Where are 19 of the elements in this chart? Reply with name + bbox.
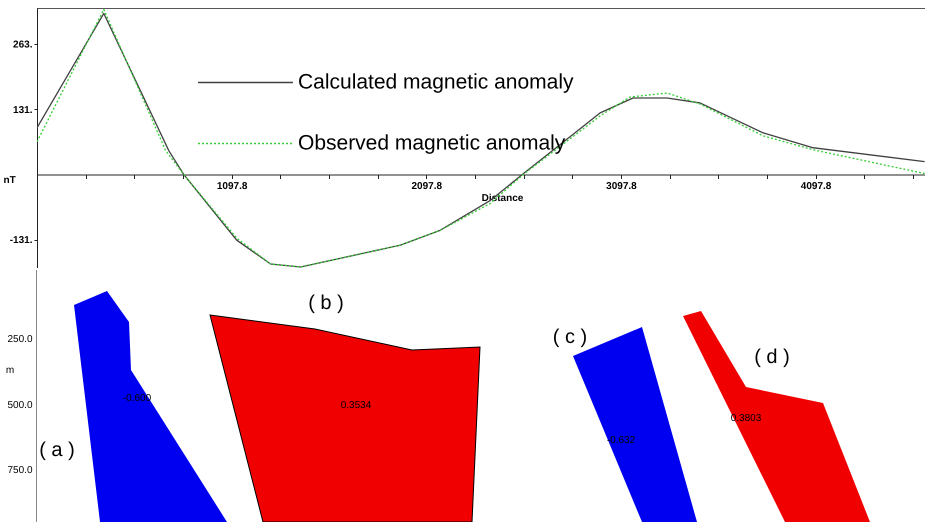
text: 250.0 [7,334,33,345]
text: 500.0 [7,400,33,411]
text: 750.0 [7,465,33,476]
legend-label: Observed magnetic anomaly [298,132,566,154]
text: ( c ) [552,326,588,348]
x-tick-label: 3097.8 [606,181,638,192]
y-tick-label: 131. [13,104,33,116]
x-tick-label: 2097.8 [411,181,443,192]
x-tick-label: 4097.8 [800,181,832,192]
text: m [6,365,14,376]
y-axis-title: nT [4,175,16,186]
text: ( a ) [39,439,75,461]
text: ( d ) [754,346,790,368]
text: ( b ) [308,292,344,314]
y-tick-label: 263. [13,39,33,50]
legend-label: Calculated magnetic anomaly [298,70,574,94]
y-tick-label: -131. [10,235,33,246]
x-tick-label: 1097.8 [216,181,248,192]
text: 0.3534 [340,400,372,411]
